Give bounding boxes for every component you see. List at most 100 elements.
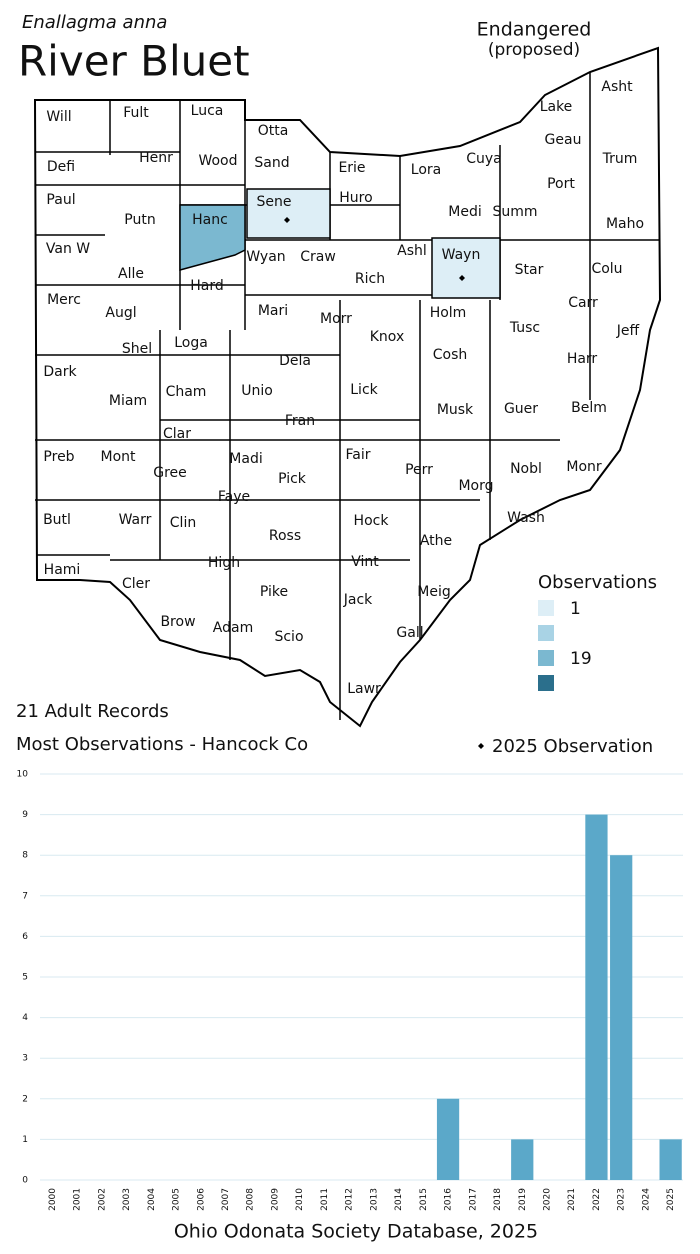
legend-title: Observations bbox=[538, 572, 657, 593]
county-label: Wyan bbox=[246, 249, 285, 265]
county-label: Star bbox=[515, 262, 544, 278]
y-tick-label: 4 bbox=[22, 1013, 28, 1023]
county-label: Paul bbox=[46, 192, 75, 208]
county-label: Fult bbox=[123, 105, 149, 121]
status-note: (proposed) bbox=[488, 40, 580, 60]
county-label: Hard bbox=[190, 278, 224, 294]
x-tick-label: 2022 bbox=[592, 1188, 602, 1211]
county-label: Wood bbox=[198, 153, 237, 169]
x-tick-label: 2003 bbox=[122, 1188, 132, 1211]
y-tick-label: 0 bbox=[22, 1176, 28, 1186]
county-label: Brow bbox=[160, 614, 195, 630]
county-label: Butl bbox=[43, 512, 71, 528]
county-shade bbox=[246, 188, 331, 239]
county-label: Dela bbox=[279, 353, 311, 369]
county-label: Van W bbox=[46, 241, 90, 257]
x-tick-label: 2019 bbox=[518, 1188, 528, 1211]
y-tick-label: 7 bbox=[22, 891, 28, 901]
x-tick-label: 2009 bbox=[270, 1188, 280, 1211]
county-label: Wayn bbox=[442, 247, 481, 263]
county-label: Otta bbox=[258, 123, 289, 139]
x-tick-label: 2011 bbox=[320, 1188, 330, 1211]
county-label: Augl bbox=[105, 305, 136, 321]
county-label: Cham bbox=[166, 384, 207, 400]
x-tick-label: 2000 bbox=[48, 1188, 58, 1211]
county-label: Hami bbox=[44, 562, 81, 578]
county-label: Nobl bbox=[510, 461, 542, 477]
county-label: Hock bbox=[354, 513, 390, 529]
county-label: Geau bbox=[545, 132, 582, 148]
county-label: Cosh bbox=[433, 347, 468, 363]
county-label: Lick bbox=[350, 382, 378, 398]
county-label: Ashl bbox=[397, 243, 427, 259]
x-tick-label: 2005 bbox=[172, 1188, 182, 1211]
county-label: Holm bbox=[430, 305, 467, 321]
county-label: Madi bbox=[229, 451, 262, 467]
county-label: Jeff bbox=[616, 323, 640, 339]
legend-swatch bbox=[538, 675, 554, 691]
county-label: Trum bbox=[602, 151, 638, 167]
x-tick-label: 2008 bbox=[246, 1188, 256, 1211]
county-label: High bbox=[208, 555, 240, 571]
county-label: Gree bbox=[153, 465, 187, 481]
county-label: Hanc bbox=[192, 212, 228, 228]
county-label: Merc bbox=[47, 292, 81, 308]
y-tick-label: 9 bbox=[22, 810, 28, 820]
x-tick-label: 2002 bbox=[97, 1188, 107, 1211]
county-label: Ross bbox=[269, 528, 301, 544]
county-label: Mari bbox=[258, 303, 288, 319]
y-tick-label: 3 bbox=[22, 1054, 28, 1064]
county-label: Vint bbox=[351, 554, 379, 570]
x-tick-label: 2010 bbox=[295, 1188, 305, 1211]
bar-chart: 0 1 2 3 4 5 6 7 8 9 10 2000 2001 2002 2003 2004 2005 2006… bbox=[17, 770, 683, 1211]
x-tick-label: 2013 bbox=[369, 1188, 379, 1211]
title: River Bluet bbox=[18, 37, 250, 86]
species: Enallagma anna bbox=[22, 12, 167, 33]
county-label: Cuya bbox=[466, 151, 502, 167]
county-label: Rich bbox=[355, 271, 385, 287]
x-tick-label: 2017 bbox=[468, 1188, 478, 1211]
map: Will Fult Luca Otta Defi Henr Wood Sand Erie Lora… bbox=[33, 46, 662, 728]
legend-swatch bbox=[538, 600, 554, 616]
county-label: Preb bbox=[43, 449, 74, 465]
county-label: Gall bbox=[396, 625, 423, 641]
county-label: Morr bbox=[320, 311, 352, 327]
county-label: Sand bbox=[254, 155, 289, 171]
county-label: Will bbox=[46, 109, 71, 125]
county-label: Defi bbox=[47, 159, 75, 175]
x-tick-label: 2001 bbox=[73, 1188, 83, 1211]
status: Endangered bbox=[477, 19, 592, 41]
most-note: Most Observations - Hancock Co bbox=[16, 734, 308, 755]
county-label: Huro bbox=[339, 190, 372, 206]
x-tick-label: 2012 bbox=[345, 1188, 355, 1211]
records-note: 21 Adult Records bbox=[16, 701, 169, 722]
y-tick-label: 8 bbox=[22, 851, 28, 861]
x-tick-label: 2014 bbox=[394, 1188, 404, 1211]
county-label: Tusc bbox=[509, 320, 540, 336]
county-label: Monr bbox=[566, 459, 602, 475]
x-tick-label: 2024 bbox=[641, 1188, 651, 1211]
county-label: Jack bbox=[343, 592, 373, 608]
county-label: Unio bbox=[241, 383, 273, 399]
bar bbox=[511, 1139, 534, 1180]
bar bbox=[436, 1098, 460, 1180]
county-label: Alle bbox=[118, 266, 144, 282]
county-label: Sene bbox=[257, 194, 292, 210]
county-label: Scio bbox=[274, 629, 303, 645]
county-label: Perr bbox=[405, 462, 433, 478]
county-label: Henr bbox=[139, 150, 173, 166]
x-tick-label: 2004 bbox=[147, 1188, 157, 1211]
county-label: Musk bbox=[437, 402, 474, 418]
county-label: Wash bbox=[507, 510, 545, 526]
bar bbox=[659, 1139, 682, 1180]
county-label: Loga bbox=[174, 335, 208, 351]
marker-legend: 2025 Observation bbox=[492, 736, 653, 757]
x-tick-label: 2021 bbox=[567, 1188, 577, 1211]
county-label: Guer bbox=[504, 401, 538, 417]
y-tick-label: 5 bbox=[22, 973, 28, 983]
county-label: Pike bbox=[260, 584, 288, 600]
marker-legend-symbol bbox=[478, 743, 484, 749]
county-label: Shel bbox=[122, 341, 152, 357]
county-label: Faye bbox=[218, 489, 250, 505]
y-tick-label: 6 bbox=[22, 932, 28, 942]
